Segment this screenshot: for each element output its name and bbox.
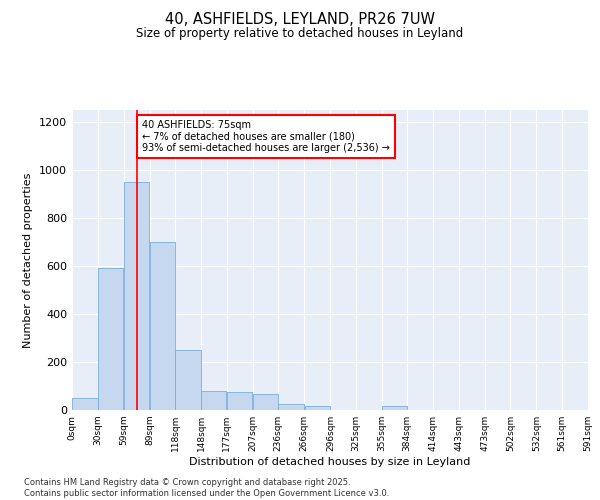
Text: Contains HM Land Registry data © Crown copyright and database right 2025.
Contai: Contains HM Land Registry data © Crown c… — [24, 478, 389, 498]
X-axis label: Distribution of detached houses by size in Leyland: Distribution of detached houses by size … — [190, 457, 470, 467]
Bar — [150, 242, 175, 410]
Bar — [98, 268, 123, 410]
Bar — [227, 392, 253, 410]
Bar — [305, 406, 330, 410]
Bar — [202, 391, 226, 410]
Text: 40, ASHFIELDS, LEYLAND, PR26 7UW: 40, ASHFIELDS, LEYLAND, PR26 7UW — [165, 12, 435, 28]
Text: 40 ASHFIELDS: 75sqm
← 7% of detached houses are smaller (180)
93% of semi-detach: 40 ASHFIELDS: 75sqm ← 7% of detached hou… — [142, 120, 390, 153]
Bar — [253, 394, 278, 410]
Bar — [124, 182, 149, 410]
Bar — [382, 406, 407, 410]
Bar — [278, 404, 304, 410]
Text: Size of property relative to detached houses in Leyland: Size of property relative to detached ho… — [136, 28, 464, 40]
Bar — [72, 398, 98, 410]
Bar — [175, 350, 201, 410]
Y-axis label: Number of detached properties: Number of detached properties — [23, 172, 34, 348]
